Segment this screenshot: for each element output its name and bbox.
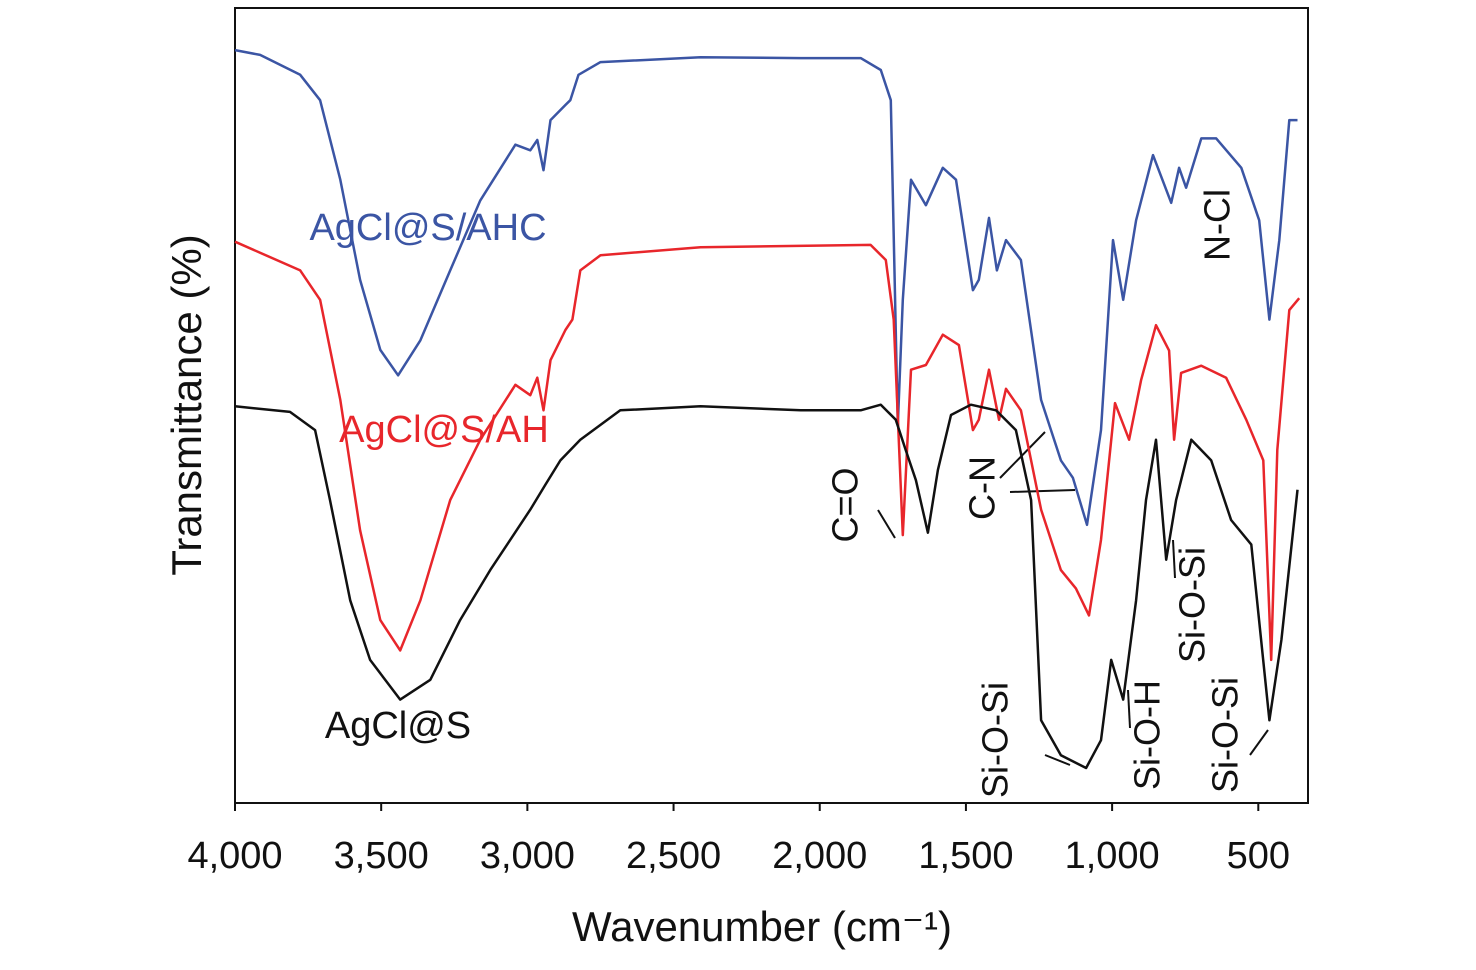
x-tick-label: 2,000 <box>772 835 867 877</box>
plot-frame <box>234 7 1309 804</box>
x-tick-label: 3,500 <box>334 835 429 877</box>
annotation: N-Cl <box>1197 189 1238 261</box>
x-tick-label: 500 <box>1227 835 1290 877</box>
annotation: C=O <box>825 467 866 542</box>
annotation: C-N <box>962 456 1003 520</box>
annotation: Si-O-Si <box>975 682 1016 798</box>
leader-line <box>1249 729 1269 756</box>
series-label: AgCl@S <box>325 705 471 747</box>
annotation: Si-O-Si <box>1205 677 1246 793</box>
spectrum-line <box>234 48 1298 527</box>
x-tick-label: 2,500 <box>626 835 721 877</box>
y-axis-title: Transmittance (%) <box>163 234 210 576</box>
x-axis-title: Wavenumber (cm⁻¹) <box>572 903 952 950</box>
leader-lines <box>877 431 1269 766</box>
leader-line <box>877 509 896 539</box>
leader-line <box>1009 489 1076 493</box>
series-label: AgCl@S/AH <box>339 409 549 451</box>
annotation: Si-O-Si <box>1172 547 1213 663</box>
x-tick-label: 3,000 <box>480 835 575 877</box>
leader-line <box>1172 539 1176 579</box>
leader-line <box>1044 754 1071 766</box>
leader-line <box>1127 689 1131 729</box>
spectrum-line <box>234 403 1299 770</box>
x-tick-label: 1,000 <box>1065 835 1160 877</box>
x-tick-label: 1,500 <box>918 835 1013 877</box>
series-label: AgCl@S/AHC <box>309 207 546 249</box>
x-tick-label: 4,000 <box>187 835 282 877</box>
spectrum-line <box>234 240 1301 662</box>
annotation: Si-O-H <box>1127 680 1168 790</box>
